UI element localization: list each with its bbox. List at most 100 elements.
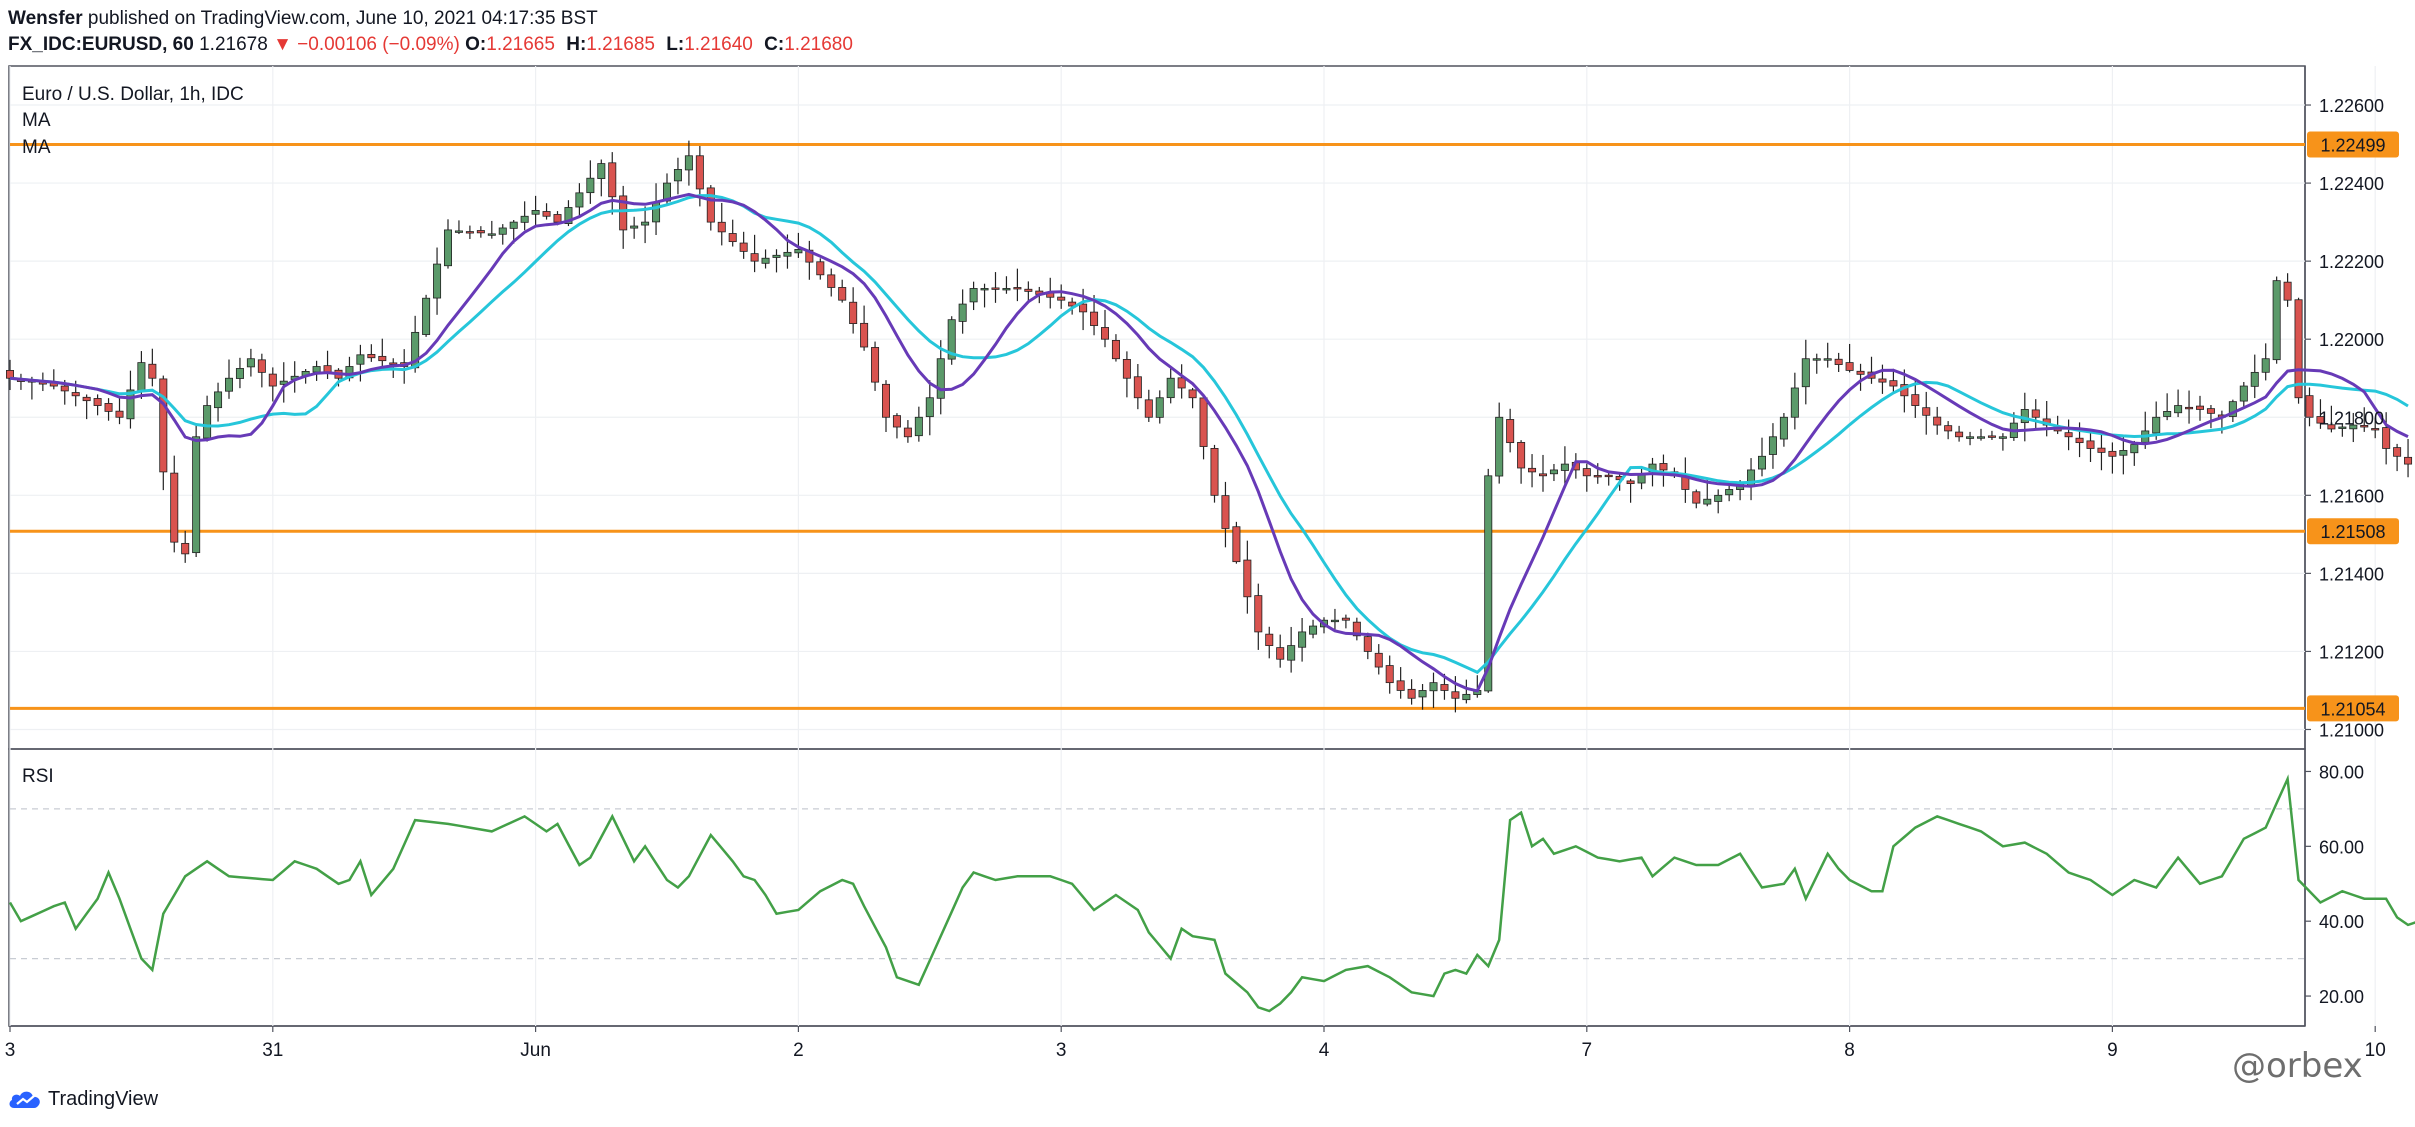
candle-down [104, 403, 113, 412]
candle-up [2228, 401, 2237, 417]
candle-up [1330, 619, 1339, 623]
candle-down [608, 162, 617, 198]
price-tick-label: 1.22000 [2319, 330, 2384, 350]
candle-up [1779, 416, 1788, 440]
candle-up [980, 288, 989, 291]
candle-down [903, 427, 912, 438]
legend-ma-1[interactable]: MA [22, 110, 51, 131]
candle-down [871, 347, 880, 383]
candle-down [2393, 447, 2402, 457]
candle-down [1582, 468, 1591, 477]
candle-down [1057, 296, 1066, 301]
candle-up [564, 207, 573, 224]
candle-up [1495, 416, 1504, 477]
candle-up [531, 210, 540, 215]
time-tick-label: Jun [520, 1040, 551, 1061]
candle-up [1287, 645, 1296, 661]
price-tick-label: 1.22400 [2319, 174, 2384, 194]
close-value: 1.21680 [784, 34, 853, 55]
candle-down [1374, 652, 1383, 668]
candle-up [2239, 385, 2248, 402]
candle-up [498, 227, 507, 235]
candle-down [181, 542, 190, 555]
candle-down [148, 363, 157, 379]
candle-down [838, 287, 847, 301]
candle-up [1298, 631, 1307, 648]
candle-up [1002, 288, 1011, 291]
candle-up [936, 358, 945, 399]
candle-down [827, 274, 836, 288]
candle-up [1166, 377, 1175, 399]
candle-down [1243, 559, 1252, 598]
candle-up [1714, 494, 1723, 502]
candle-down [2206, 408, 2215, 414]
candle-down [2305, 395, 2314, 418]
candle-up [235, 368, 244, 379]
candle-down [1199, 397, 1208, 447]
tradingview-logo[interactable]: TradingView [8, 1084, 158, 1114]
candle-up [509, 221, 518, 229]
candle-up [1812, 358, 1821, 361]
candle-down [2404, 456, 2413, 465]
rsi-axis-labels: 80.00 60.00 40.00 20.00 [2305, 762, 2364, 1007]
legend-ma-2[interactable]: MA [22, 137, 51, 158]
candle-down [2108, 450, 2117, 457]
candle-down [1133, 376, 1142, 399]
candle-down [1922, 407, 1931, 416]
candle-down [1987, 435, 1996, 438]
time-tick-label: 31 [262, 1040, 283, 1061]
low-label: L: [666, 34, 685, 55]
level-tag-bg [2307, 518, 2399, 545]
candle-up [958, 303, 967, 322]
candle-down [816, 261, 825, 276]
candle-up [520, 215, 529, 223]
candle-up [422, 297, 431, 335]
candle-up [1703, 498, 1712, 505]
candle-down [268, 373, 277, 387]
candle-up [312, 366, 321, 373]
candle-down [1385, 665, 1394, 684]
time-tick-label: 9 [2107, 1040, 2118, 1061]
publisher-name[interactable]: Wensfer [8, 8, 83, 29]
time-tick-label: 4 [1319, 1040, 1330, 1061]
candle-up [214, 391, 223, 409]
candle-up [684, 155, 693, 171]
candle-up [1758, 455, 1767, 470]
level-tag-bg [2307, 131, 2399, 158]
chart-header: Wensfer published on TradingView.com, Ju… [8, 6, 2408, 58]
candle-up [1429, 682, 1438, 692]
candle-down [2075, 437, 2084, 444]
published-text: published on TradingView.com, June 10, 2… [87, 8, 598, 29]
candle-up [2261, 358, 2270, 373]
candle-down [717, 221, 726, 233]
legend-rsi[interactable]: RSI [22, 766, 54, 787]
open-value: 1.21665 [486, 34, 555, 55]
candle-down [257, 359, 266, 373]
candle-down [1111, 339, 1120, 360]
chart-title: Euro / U.S. Dollar, 1h, IDC [22, 84, 244, 105]
price-tick-label: 1.21800 [2319, 408, 2384, 428]
open-label: O: [465, 34, 487, 55]
symbol-line: FX_IDC:EURUSD, 60 1.21678 ▼ −0.00106 (−0… [8, 32, 2408, 58]
time-tick-label: 3 [1056, 1040, 1067, 1061]
rsi-tick-label: 60.00 [2319, 837, 2364, 857]
candle-up [1462, 693, 1471, 701]
candle-down [1090, 311, 1099, 326]
candle-down [1407, 688, 1416, 699]
rsi-tick-label: 80.00 [2319, 762, 2364, 782]
candle-up [2163, 411, 2172, 417]
candle-down [706, 187, 715, 223]
candle-down [93, 398, 102, 406]
candle-down [2327, 424, 2336, 430]
grid-lines [9, 66, 2376, 1026]
candle-up [1768, 436, 1777, 455]
candle-down [60, 385, 69, 392]
symbol-name[interactable]: FX_IDC:EURUSD, 60 [8, 34, 194, 55]
candle-up [1998, 436, 2007, 439]
candle-up [1309, 625, 1318, 635]
level-price-tags: 1.22499 1.21508 1.21054 [2307, 131, 2399, 722]
candle-down [1593, 475, 1602, 478]
candle-up [1966, 436, 1975, 439]
low-value: 1.21640 [684, 34, 753, 55]
